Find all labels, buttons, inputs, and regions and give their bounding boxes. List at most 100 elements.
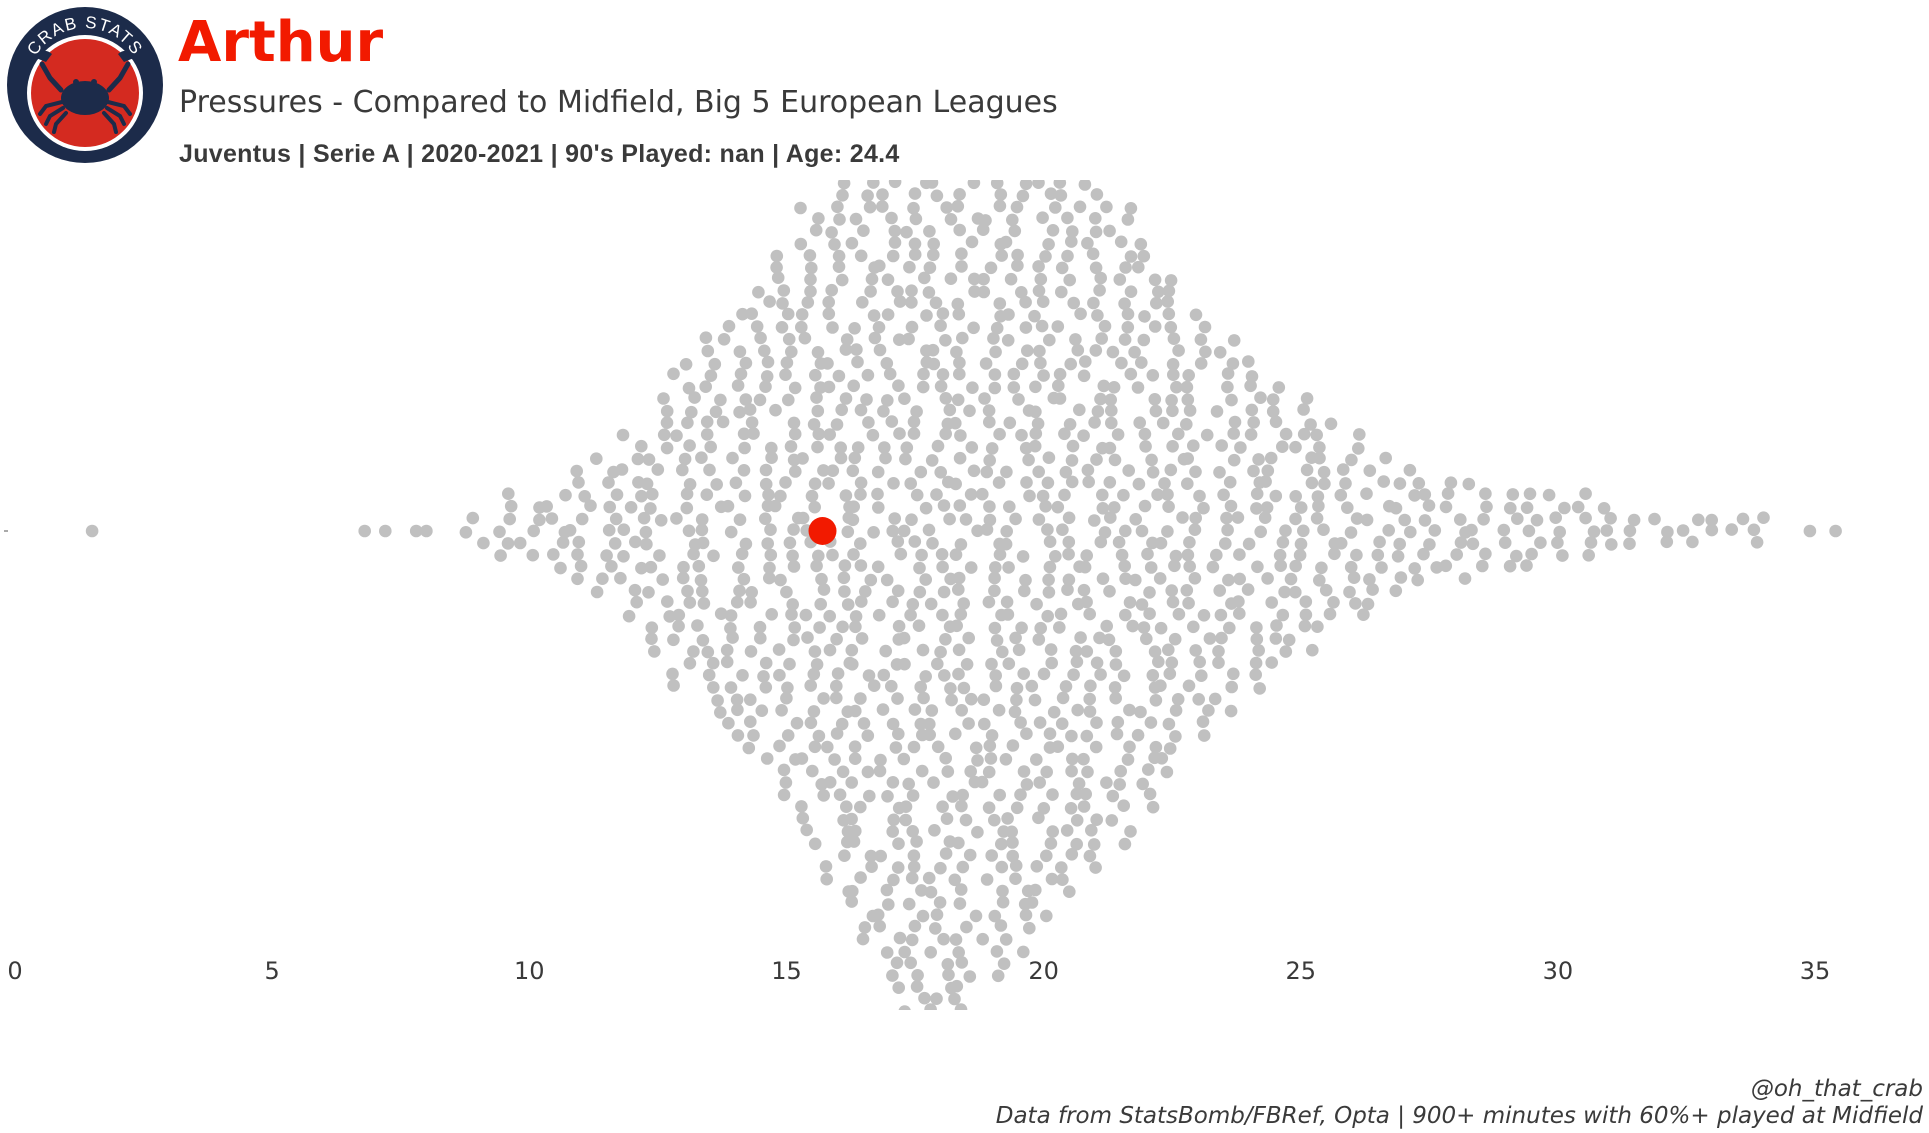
swarm-point (1282, 633, 1296, 647)
swarm-point (761, 355, 775, 369)
swarm-point (1172, 427, 1185, 441)
swarm-point (907, 860, 921, 874)
swarm-point (1100, 776, 1113, 789)
swarm-point (1037, 802, 1051, 815)
swarm-point (845, 895, 858, 908)
swarm-point (1227, 334, 1241, 347)
swarm-point (1181, 477, 1194, 491)
swarm-point (971, 524, 984, 538)
swarm-point (1297, 427, 1311, 441)
swarm-point (1121, 321, 1135, 334)
swarm-point (977, 285, 991, 299)
swarm-point (1511, 512, 1524, 525)
swarm-point (1145, 453, 1158, 467)
swarm-point (940, 201, 953, 214)
swarm-point (808, 740, 822, 754)
swarm-point (1188, 572, 1202, 585)
swarm-point (85, 524, 99, 538)
swarm-point (755, 704, 769, 717)
swarm-point (721, 499, 735, 513)
swarm-point (1161, 488, 1174, 501)
swarm-point (811, 346, 825, 359)
swarm-point (1078, 180, 1092, 191)
swarm-point (1350, 548, 1363, 562)
swarm-point (744, 645, 758, 658)
swarm-point (1073, 200, 1087, 214)
swarm-point (1251, 560, 1264, 574)
swarm-point (1154, 621, 1168, 635)
swarm-point (1042, 573, 1055, 587)
swarm-point (1081, 236, 1094, 250)
swarm-point (943, 403, 957, 417)
swarm-point (950, 619, 963, 633)
swarm-point (750, 320, 764, 333)
swarm-point (710, 478, 723, 491)
swarm-point (683, 439, 696, 452)
swarm-point (994, 919, 1008, 932)
swarm-point (1138, 427, 1152, 441)
swarm-point (1627, 513, 1641, 527)
swarm-point (862, 669, 876, 682)
swarm-point (1067, 296, 1080, 310)
swarm-point (682, 381, 696, 395)
swarm-point (1117, 669, 1131, 683)
swarm-point (1051, 740, 1065, 753)
swarm-point (680, 487, 694, 501)
swarm-point (804, 273, 817, 286)
swarm-point (1504, 501, 1517, 515)
swarm-point (733, 513, 747, 526)
swarm-point (873, 919, 886, 933)
swarm-point (1313, 574, 1326, 587)
swarm-point (815, 572, 828, 586)
swarm-point (898, 1005, 911, 1010)
swarm-point (962, 717, 975, 730)
swarm-point (1318, 477, 1331, 491)
swarm-point (847, 500, 860, 513)
footer-source: Data from StatsBomb/FBRef, Opta | 900+ m… (995, 1103, 1923, 1129)
swarm-point (876, 703, 890, 716)
highlight-layer (808, 517, 837, 545)
swarm-point (847, 548, 860, 561)
swarm-point (1363, 464, 1377, 478)
swarm-point (1148, 393, 1162, 406)
swarm-point (967, 321, 980, 335)
swarm-point (1182, 679, 1196, 693)
x-tick-label: 25 (1286, 957, 1317, 985)
swarm-point (949, 727, 962, 741)
swarm-point (1212, 645, 1225, 658)
swarm-point (758, 344, 771, 358)
swarm-point (742, 741, 756, 755)
swarm-point (902, 777, 915, 791)
swarm-point (1065, 729, 1078, 743)
swarm-point (1046, 788, 1059, 801)
swarm-point (1093, 631, 1106, 645)
swarm-point (1036, 295, 1050, 308)
swarm-point (939, 427, 952, 441)
swarm-point (873, 764, 887, 778)
swarm-point (502, 487, 515, 501)
swarm-point (1135, 356, 1148, 369)
swarm-point (1049, 201, 1062, 214)
swarm-point (813, 621, 826, 634)
swarm-point (849, 610, 863, 623)
swarm-point (885, 211, 898, 225)
swarm-point (905, 284, 918, 297)
swarm-point (765, 608, 778, 621)
swarm-point (893, 931, 907, 945)
swarm-point (848, 451, 862, 465)
swarm-point (1028, 693, 1042, 707)
swarm-point (1269, 415, 1283, 429)
swarm-point (1051, 320, 1065, 333)
swarm-point (1530, 513, 1544, 527)
swarm-point (1080, 549, 1093, 562)
swarm-point (1162, 717, 1176, 731)
swarm-point (1389, 501, 1403, 515)
swarm-point (1030, 753, 1043, 766)
swarm-point (1118, 297, 1131, 310)
swarm-point (989, 345, 1002, 359)
crab-icon (36, 50, 134, 134)
swarm-point (836, 189, 849, 202)
swarm-point (994, 188, 1008, 201)
swarm-point (992, 476, 1006, 489)
swarm-point (1522, 524, 1536, 538)
